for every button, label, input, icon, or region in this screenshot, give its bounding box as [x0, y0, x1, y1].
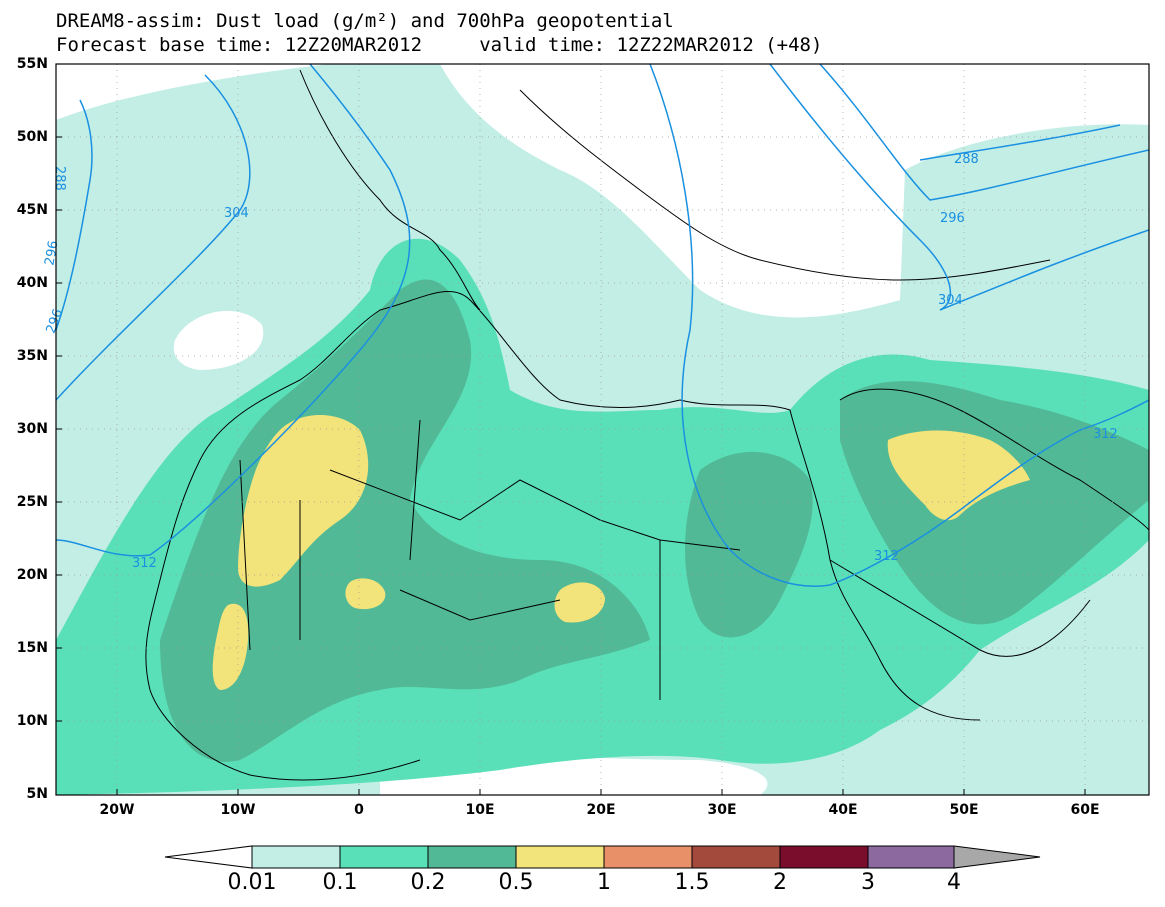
lat-label: 25N [16, 494, 48, 510]
dust-level-0.5-chad [554, 582, 605, 623]
colorbar-swatch [779, 845, 869, 869]
lon-label: 30E [707, 802, 737, 818]
lon-label: 10E [465, 802, 495, 818]
colorbar-swatch [515, 845, 605, 869]
colorbar-swatch-above [953, 845, 1041, 869]
lat-label: 30N [16, 421, 48, 437]
contour-label: 312 [1093, 427, 1118, 442]
map-subtitle: Forecast base time: 12Z20MAR2012 valid t… [56, 34, 823, 56]
colorbar-label: 1 [597, 870, 611, 895]
colorbar-label: 0.01 [227, 870, 277, 895]
lon-label: 60E [1070, 802, 1100, 818]
colorbar [164, 845, 1041, 869]
contour-label: 312 [874, 549, 899, 564]
colorbar-label: 4 [947, 870, 961, 895]
lon-label: 10W [220, 802, 256, 818]
dust-level-0.2 [160, 279, 650, 762]
lon-label: 20E [586, 802, 616, 818]
colorbar-label: 0.2 [410, 870, 446, 895]
contour-label: 304 [224, 206, 249, 221]
lon-label: 40E [828, 802, 858, 818]
gridlines [56, 64, 1149, 795]
colorbar-swatch [427, 845, 517, 869]
colorbar-swatch [691, 845, 781, 869]
map-title: DREAM8-assim: Dust load (g/m²) and 700hP… [56, 10, 674, 32]
colorbar-label: 3 [861, 870, 875, 895]
colorbar-label: 2 [773, 870, 787, 895]
contour-label: 312 [132, 556, 157, 571]
colorbar-label: 0.1 [322, 870, 358, 895]
lat-label: 50N [16, 129, 48, 145]
colorbar-swatch [603, 845, 693, 869]
dust-level-0.5-senegal [212, 603, 249, 690]
lat-label: 40N [16, 275, 48, 291]
colorbar-swatch-below [164, 845, 253, 869]
lat-label: 20N [16, 567, 48, 583]
lat-label: 35N [16, 348, 48, 364]
coastlines [145, 69, 1149, 781]
contour-label: 288 [954, 152, 979, 167]
colorbar-swatch [251, 845, 341, 869]
colorbar-label: 0.5 [498, 870, 534, 895]
dust-level-0.5-mali [345, 578, 386, 610]
no-dust-patch [173, 310, 264, 370]
geopotential-contours [56, 64, 1149, 587]
axis-ticks [56, 63, 1086, 796]
lon-label: 20W [99, 802, 135, 818]
lat-label: 15N [16, 640, 48, 656]
lat-label: 55N [16, 56, 48, 72]
lon-label: 0 [354, 802, 364, 818]
contour-label: 296 [940, 211, 965, 226]
colorbar-swatch [867, 845, 955, 869]
lon-label: 50E [949, 802, 979, 818]
contour-label: 296 [42, 240, 61, 267]
contour-label: 288 [52, 166, 67, 191]
lat-label: 10N [16, 713, 48, 729]
colorbar-label: 1.5 [674, 870, 710, 895]
lat-label: 45N [16, 202, 48, 218]
contour-label: 304 [938, 293, 963, 308]
dust-level-0.2-east-africa [685, 451, 813, 638]
colorbar-swatch [339, 845, 429, 869]
dust-level-0.5-west [238, 415, 369, 587]
dust-level-0.5-arabia [887, 430, 1030, 521]
lat-label: 5N [26, 786, 48, 802]
